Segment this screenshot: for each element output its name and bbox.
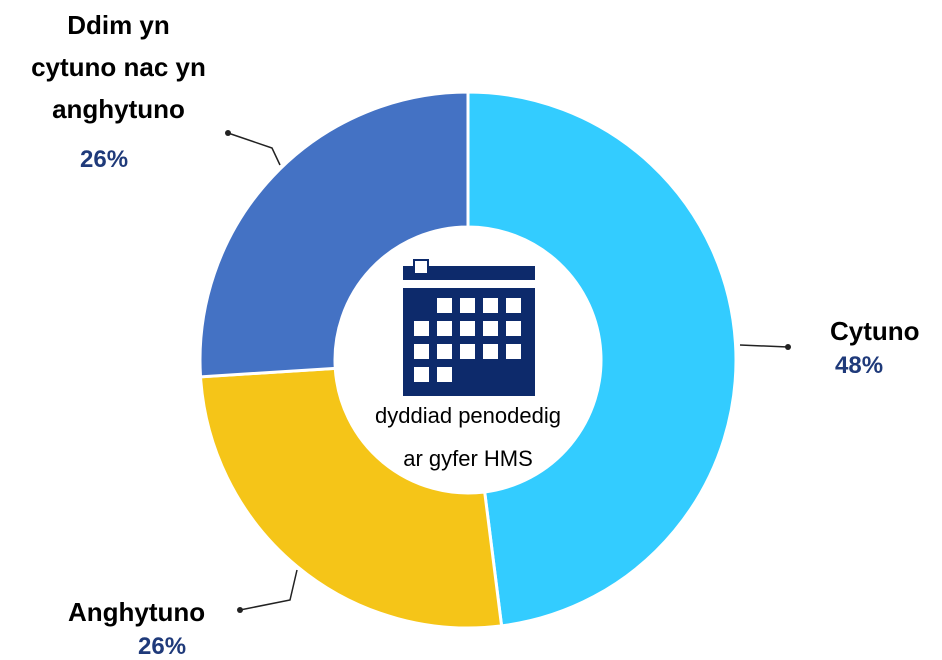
calendar-cell [483,344,498,359]
leader-lines [227,132,789,611]
calendar-tab [413,259,429,275]
calendar-icon [403,259,535,396]
category-label: Anghytuno [68,597,206,627]
calendar-cell [506,321,521,336]
calendar-top [403,266,535,280]
calendar-cell [460,298,475,313]
center-label: dyddiad penodedig [375,403,561,428]
calendar-cell [483,321,498,336]
leader-line [239,569,298,611]
calendar-cell [460,344,475,359]
value-label: 26% [80,146,129,173]
calendar-cell [460,321,475,336]
calendar-cell [437,298,452,313]
slice [198,90,470,379]
calendar-cell [437,321,452,336]
leader-dots [225,130,791,613]
leader-dot [785,344,791,350]
category-label: Cytuno [830,316,920,346]
value-label: 26% [138,633,187,660]
leader-line [739,344,789,348]
slices [198,90,738,630]
calendar-cell [437,367,452,382]
center-label: ar gyfer HMS [403,446,533,471]
value-label: 48% [835,352,884,379]
leader-dot [225,130,231,136]
calendar-cell [437,344,452,359]
calendar-cell [506,344,521,359]
calendar-cell [506,298,521,313]
calendar-cell [483,298,498,313]
slice [198,366,504,630]
slice [466,90,738,628]
calendar-cell [414,321,429,336]
leader-line [227,132,281,166]
category-label: Ddim yn cytuno nac yn anghytuno [31,10,206,124]
calendar-cell [414,367,429,382]
calendar-cell [414,344,429,359]
leader-dot [237,607,243,613]
